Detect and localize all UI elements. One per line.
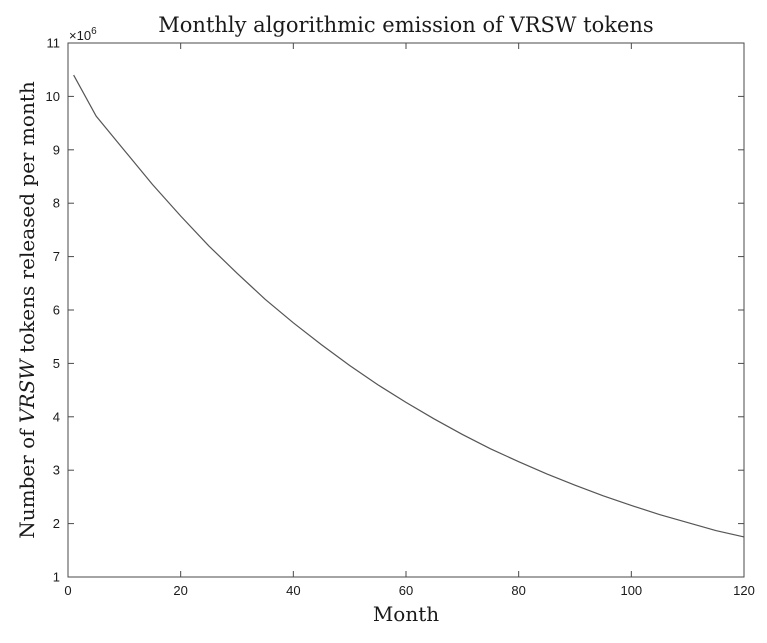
x-axis-label: Month [373, 602, 439, 626]
svg-text:Number of VRSW tokens released: Number of VRSW tokens released per month [15, 81, 39, 539]
y-tick-label: 9 [53, 142, 60, 157]
y-tick-label: 7 [53, 249, 60, 264]
y-axis-label: Number of VRSW tokens released per month [15, 81, 39, 539]
x-tick-label: 100 [620, 583, 642, 598]
axis-frame [67, 42, 745, 578]
y-tick-label: 4 [53, 409, 60, 424]
x-tick-label: 80 [511, 583, 525, 598]
chart-title: Monthly algorithmic emission of VRSW tok… [158, 13, 653, 37]
y-exponent-label: ×106 [69, 26, 97, 43]
y-exponent-base: ×10 [69, 28, 91, 43]
series-line [73, 74, 745, 538]
y-tick-label: 6 [53, 303, 60, 318]
y-tick-label: 3 [53, 463, 60, 478]
series-layer [73, 74, 745, 538]
y-tick-label: 5 [53, 356, 60, 371]
y-tick-label: 1 [53, 570, 60, 585]
y-tick-label: 11 [47, 36, 61, 51]
x-tick-label: 0 [64, 583, 71, 598]
y-tick-label: 2 [53, 516, 60, 531]
x-tick-label: 60 [399, 583, 413, 598]
y-axis-label-italic-part: VRSW [15, 358, 39, 423]
y-tick-label: 10 [46, 89, 60, 104]
y-axis-label-part-1: Number of [15, 423, 39, 539]
y-tick-label: 8 [53, 196, 60, 211]
x-tick-label: 120 [733, 583, 755, 598]
x-tick-label: 40 [286, 583, 300, 598]
y-axis-label-part-3: tokens released per month [15, 81, 39, 359]
x-tick-label: 20 [173, 583, 187, 598]
y-exponent-power: 6 [91, 26, 97, 37]
ticks-layer: 0 20 40 60 80 100 120 1 2 3 4 5 6 7 8 9 10 11 [46, 36, 755, 599]
